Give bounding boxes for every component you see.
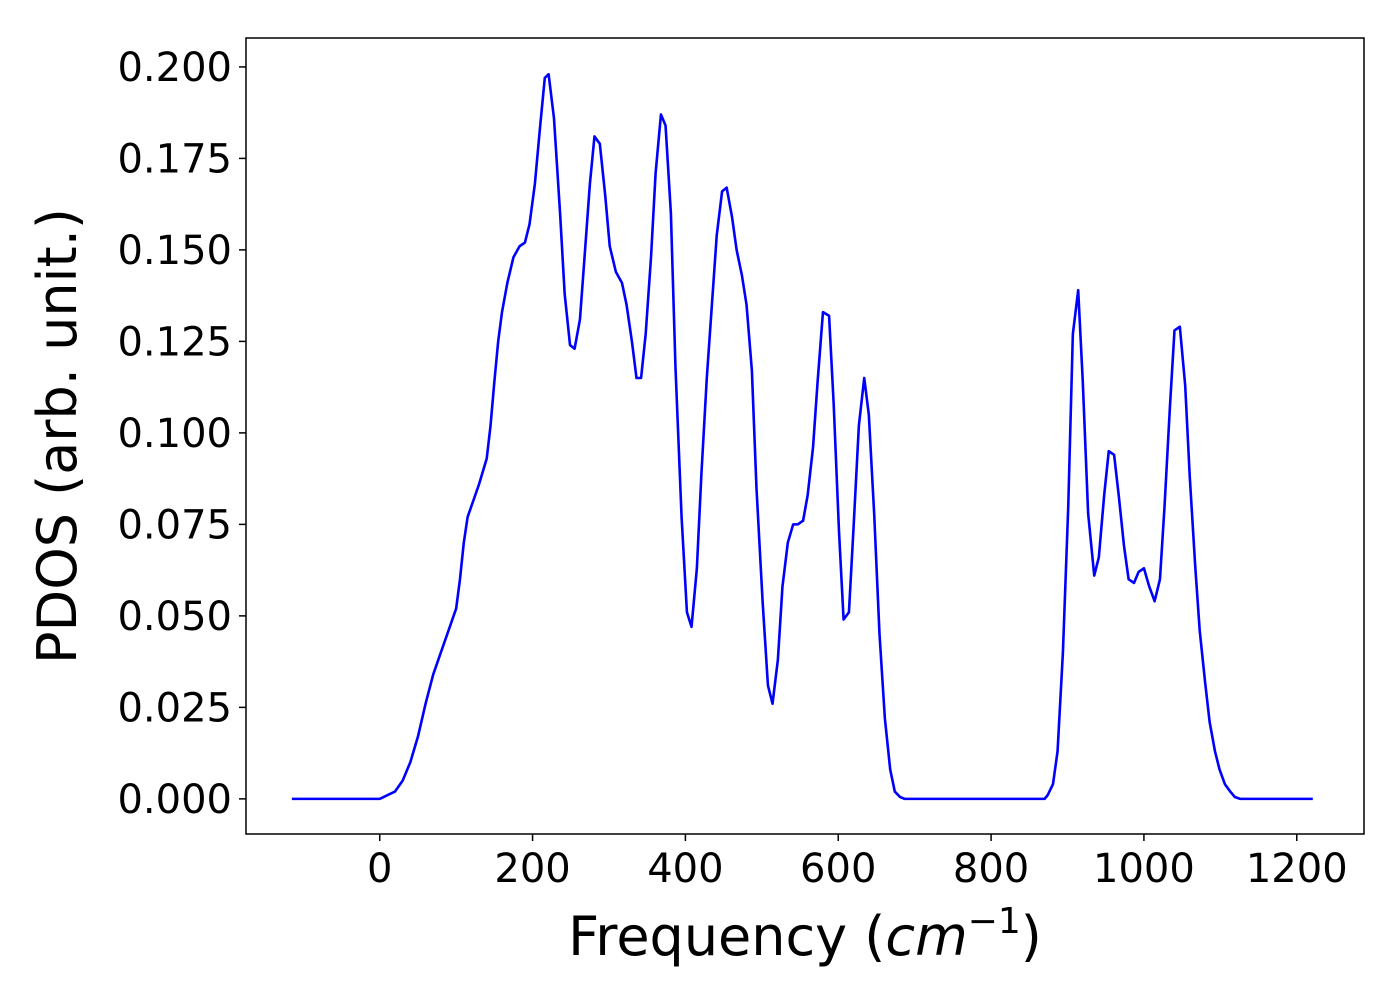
- y-tick-label: 0.200: [117, 45, 232, 91]
- x-tick-label: 200: [494, 846, 570, 892]
- x-label-part: −1: [968, 901, 1021, 942]
- x-label-part: ): [1021, 905, 1042, 968]
- x-tick-label: 800: [953, 846, 1029, 892]
- y-tick-label: 0.050: [117, 594, 232, 640]
- x-axis-label: Frequency (cm−1): [568, 901, 1042, 968]
- y-tick-label: 0.025: [117, 685, 232, 731]
- y-tick-label: 0.075: [117, 502, 232, 548]
- x-label-part: cm: [885, 905, 967, 968]
- plot-frame: [245, 37, 1365, 835]
- x-label-part: Frequency (: [568, 905, 885, 968]
- y-tick-label: 0.150: [117, 228, 232, 274]
- x-tick-label: 0: [367, 846, 392, 892]
- y-tick-label: 0.100: [117, 411, 232, 457]
- line: [291, 72, 1313, 801]
- x-tick-label: 1200: [1246, 846, 1348, 892]
- x-tick-label: 400: [647, 846, 723, 892]
- x-tick-label: 600: [800, 846, 876, 892]
- y-tick-label: 0.000: [117, 777, 232, 823]
- y-axis-label: PDOS (arb. unit.): [26, 208, 89, 664]
- x-tick-label: 1000: [1093, 846, 1195, 892]
- y-tick-label: 0.175: [117, 136, 232, 182]
- y-tick-label: 0.125: [117, 319, 232, 365]
